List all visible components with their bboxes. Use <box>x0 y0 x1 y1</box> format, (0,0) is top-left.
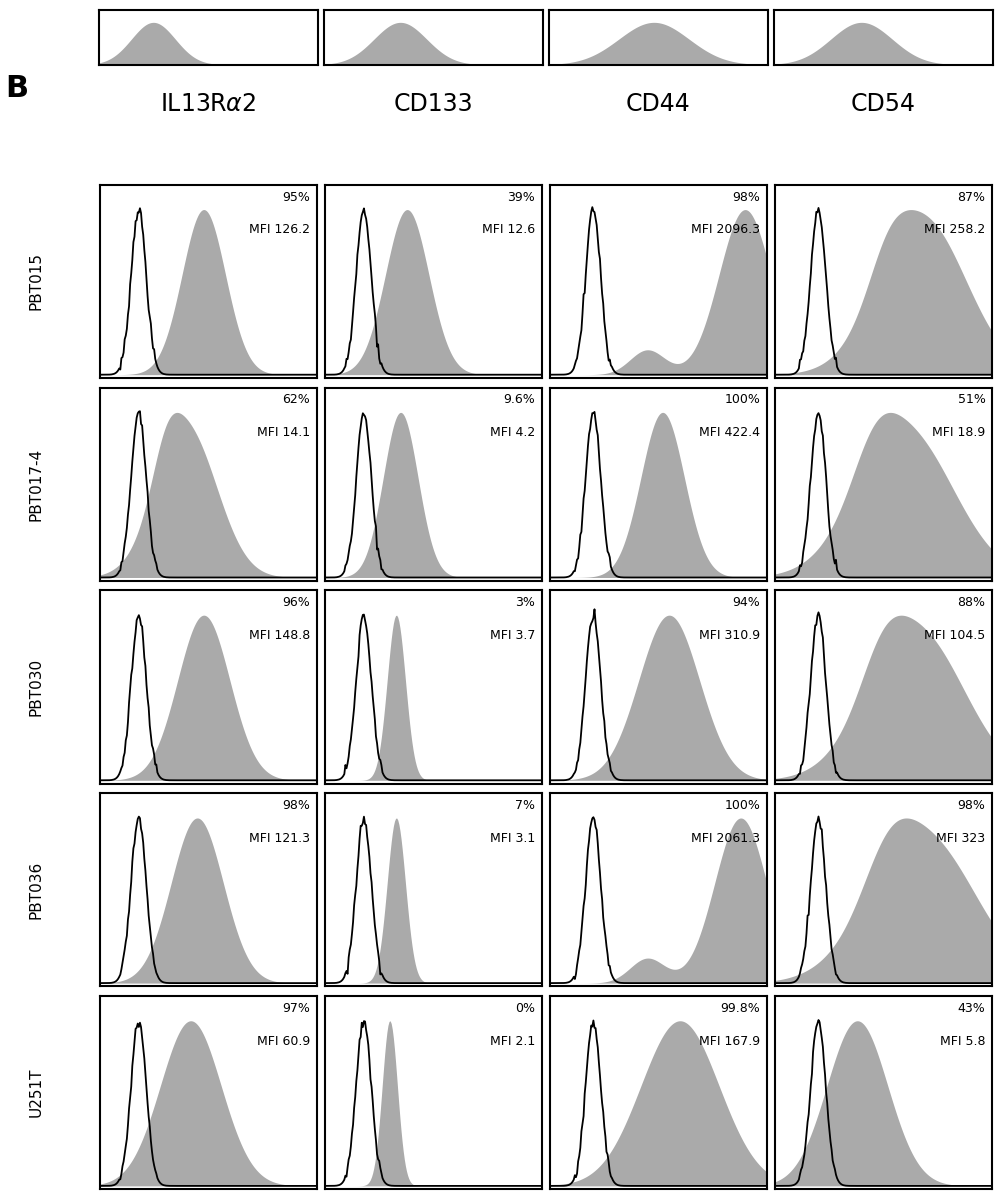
Text: MFI 5.8: MFI 5.8 <box>940 1034 986 1048</box>
Text: 97%: 97% <box>283 1002 310 1015</box>
Text: 98%: 98% <box>958 799 986 812</box>
Text: MFI 126.2: MFI 126.2 <box>249 223 310 236</box>
Text: 43%: 43% <box>958 1002 986 1015</box>
Text: 100%: 100% <box>724 394 761 407</box>
Text: PBT015: PBT015 <box>29 252 44 311</box>
Text: MFI 121.3: MFI 121.3 <box>249 832 310 845</box>
Text: 51%: 51% <box>958 394 986 407</box>
Text: CD44: CD44 <box>626 92 691 116</box>
Text: CD54: CD54 <box>851 92 915 116</box>
Text: 39%: 39% <box>507 191 535 204</box>
Text: MFI 2061.3: MFI 2061.3 <box>691 832 761 845</box>
Text: MFI 310.9: MFI 310.9 <box>699 629 761 642</box>
Text: MFI 60.9: MFI 60.9 <box>257 1034 310 1048</box>
Text: MFI 18.9: MFI 18.9 <box>933 426 986 439</box>
Text: 98%: 98% <box>732 191 761 204</box>
Text: 7%: 7% <box>515 799 535 812</box>
Text: MFI 323: MFI 323 <box>937 832 986 845</box>
Text: MFI 4.2: MFI 4.2 <box>490 426 535 439</box>
Text: MFI 167.9: MFI 167.9 <box>699 1034 761 1048</box>
Text: MFI 422.4: MFI 422.4 <box>699 426 761 439</box>
Text: 94%: 94% <box>732 596 761 610</box>
Text: 100%: 100% <box>724 799 761 812</box>
Text: MFI 2096.3: MFI 2096.3 <box>691 223 761 236</box>
Text: 9.6%: 9.6% <box>503 394 535 407</box>
Text: MFI 14.1: MFI 14.1 <box>257 426 310 439</box>
Text: 88%: 88% <box>958 596 986 610</box>
Text: 87%: 87% <box>958 191 986 204</box>
Text: 62%: 62% <box>283 394 310 407</box>
Text: MFI 12.6: MFI 12.6 <box>482 223 535 236</box>
Text: CD133: CD133 <box>393 92 473 116</box>
Text: MFI 3.1: MFI 3.1 <box>490 832 535 845</box>
Text: PBT017-4: PBT017-4 <box>29 448 44 521</box>
Text: U251T: U251T <box>29 1068 44 1117</box>
Text: 99.8%: 99.8% <box>720 1002 761 1015</box>
Text: MFI 258.2: MFI 258.2 <box>925 223 986 236</box>
Text: MFI 2.1: MFI 2.1 <box>490 1034 535 1048</box>
Text: IL13R$\alpha$2: IL13R$\alpha$2 <box>160 92 257 116</box>
Text: 96%: 96% <box>283 596 310 610</box>
Text: MFI 3.7: MFI 3.7 <box>490 629 535 642</box>
Text: B: B <box>5 74 28 103</box>
Text: 95%: 95% <box>283 191 310 204</box>
Text: 98%: 98% <box>283 799 310 812</box>
Text: PBT030: PBT030 <box>29 658 44 716</box>
Text: 3%: 3% <box>515 596 535 610</box>
Text: MFI 148.8: MFI 148.8 <box>248 629 310 642</box>
Text: PBT036: PBT036 <box>29 860 44 919</box>
Text: 0%: 0% <box>515 1002 535 1015</box>
Text: MFI 104.5: MFI 104.5 <box>925 629 986 642</box>
